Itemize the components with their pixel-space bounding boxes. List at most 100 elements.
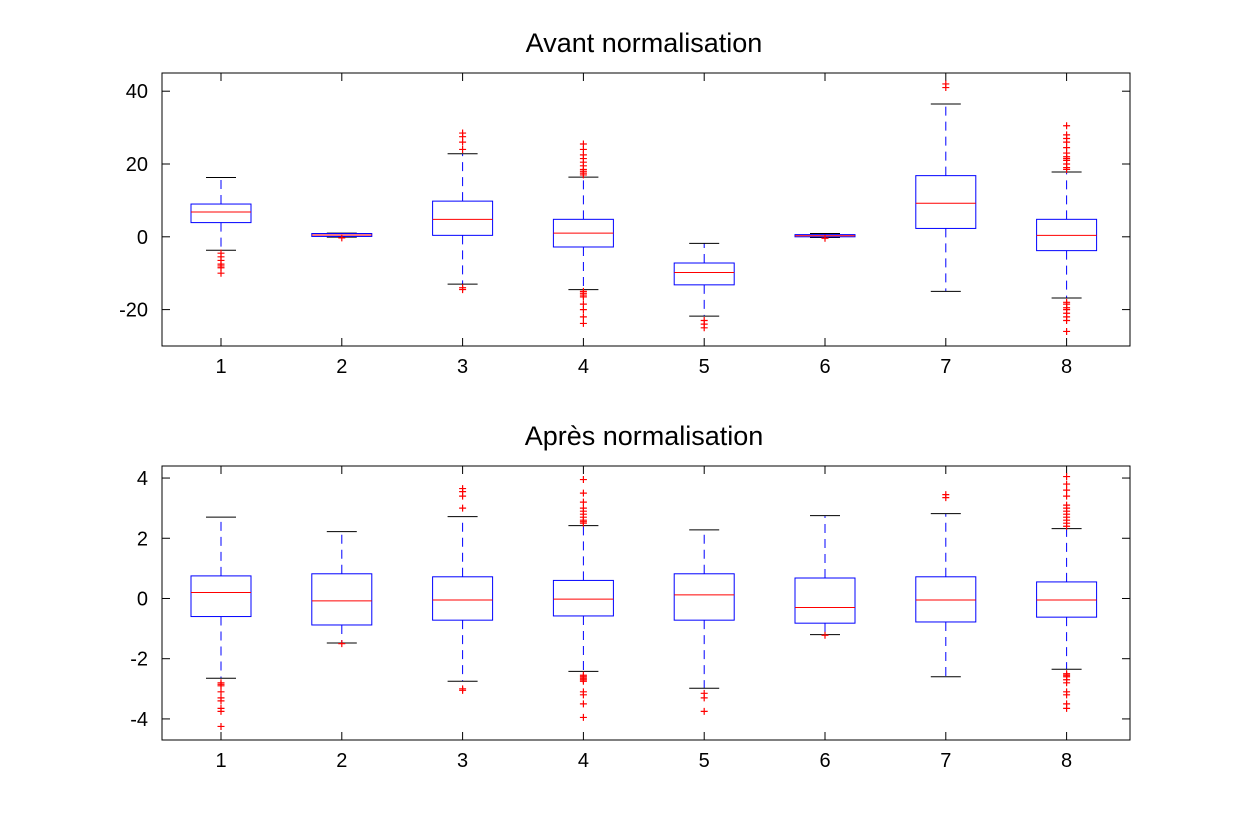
x-tick-label: 5 bbox=[699, 356, 710, 378]
box-7 bbox=[915, 80, 977, 292]
y-tick-label: 2 bbox=[137, 528, 148, 550]
outlier-point bbox=[579, 691, 587, 699]
outlier-point bbox=[579, 498, 587, 506]
panel-apres: Après normalisation -4 -2 0 2 4 1 2 3 4 5 6 7 8 bbox=[130, 421, 1131, 772]
plot-frame bbox=[161, 72, 1131, 347]
box-6 bbox=[794, 233, 856, 242]
box-3 bbox=[432, 129, 494, 294]
x-tick-label: 8 bbox=[1061, 750, 1072, 772]
outlier-point bbox=[1063, 327, 1071, 335]
x-tick-label: 3 bbox=[457, 750, 468, 772]
outlier-point bbox=[821, 234, 829, 242]
y-tick-label: -2 bbox=[130, 649, 148, 671]
outlier-point bbox=[1063, 704, 1071, 712]
box-2 bbox=[311, 531, 373, 648]
panel-avant: Avant normalisation -20 0 20 40 1 2 3 4 5 6 7 8 bbox=[119, 28, 1131, 378]
plot-frame bbox=[161, 465, 1131, 741]
box-4 bbox=[552, 140, 614, 327]
outlier-point bbox=[459, 145, 467, 153]
iqr-box bbox=[552, 579, 614, 617]
outlier-point bbox=[1063, 691, 1071, 699]
box-8 bbox=[1036, 473, 1098, 712]
outlier-point bbox=[1063, 473, 1071, 481]
outlier-point bbox=[579, 489, 587, 497]
outlier-point bbox=[1063, 679, 1071, 687]
y-tick-label: 4 bbox=[137, 468, 148, 490]
x-tick-label: 4 bbox=[578, 356, 589, 378]
box-5 bbox=[673, 529, 735, 715]
outlier-point bbox=[942, 80, 950, 88]
x-tick-label: 6 bbox=[819, 356, 830, 378]
iqr-box bbox=[794, 577, 856, 624]
outlier-point bbox=[579, 713, 587, 721]
outlier-point bbox=[459, 686, 467, 694]
outlier-point bbox=[579, 306, 587, 314]
outlier-point bbox=[579, 319, 587, 327]
outlier-point bbox=[459, 129, 467, 137]
outlier-point bbox=[579, 140, 587, 148]
outlier-point bbox=[1063, 480, 1071, 488]
x-tick-label: 1 bbox=[215, 356, 226, 378]
x-tick-label: 6 bbox=[819, 750, 830, 772]
box-5 bbox=[673, 242, 735, 332]
box-1 bbox=[190, 516, 252, 730]
y-tick-label: -4 bbox=[130, 709, 148, 731]
x-tick-label: 7 bbox=[940, 750, 951, 772]
outlier-point bbox=[579, 313, 587, 321]
x-tick-label: 4 bbox=[578, 750, 589, 772]
chart-title: Après normalisation bbox=[525, 421, 764, 451]
iqr-box bbox=[432, 200, 494, 236]
outlier-point bbox=[217, 688, 225, 696]
box-3 bbox=[432, 485, 494, 694]
x-tick-label: 8 bbox=[1061, 356, 1072, 378]
iqr-box bbox=[673, 573, 735, 621]
outlier-point bbox=[579, 293, 587, 301]
box-2 bbox=[311, 232, 373, 242]
y-tick-label: 0 bbox=[137, 227, 148, 249]
outlier-point bbox=[579, 476, 587, 484]
outlier-point bbox=[459, 504, 467, 512]
box-1 bbox=[190, 176, 252, 277]
iqr-box bbox=[915, 175, 977, 229]
outlier-point bbox=[459, 286, 467, 294]
outlier-point bbox=[217, 697, 225, 705]
outlier-point bbox=[459, 485, 467, 493]
y-tick-label: 0 bbox=[137, 588, 148, 610]
box-8 bbox=[1036, 122, 1098, 335]
outlier-point bbox=[338, 234, 346, 242]
outlier-point bbox=[1063, 486, 1071, 494]
outlier-point bbox=[1063, 501, 1071, 509]
outlier-point bbox=[217, 269, 225, 277]
outlier-point bbox=[1063, 131, 1071, 139]
outlier-point bbox=[217, 682, 225, 690]
iqr-box bbox=[915, 576, 977, 623]
outlier-point bbox=[217, 707, 225, 715]
box-7 bbox=[915, 491, 977, 678]
outlier-point bbox=[821, 631, 829, 639]
outlier-point bbox=[338, 640, 346, 648]
iqr-box bbox=[190, 575, 252, 618]
outlier-point bbox=[1063, 122, 1071, 130]
outlier-point bbox=[217, 722, 225, 730]
box-4 bbox=[552, 476, 614, 721]
y-tick-label: 40 bbox=[126, 81, 148, 103]
chart-title: Avant normalisation bbox=[526, 28, 763, 58]
outlier-point bbox=[1063, 492, 1071, 500]
outlier-point bbox=[1063, 317, 1071, 325]
x-tick-label: 5 bbox=[699, 750, 710, 772]
plot-area: -20 0 20 40 1 2 3 4 5 6 7 8 bbox=[119, 73, 1130, 378]
iqr-box bbox=[673, 262, 735, 286]
x-tick-label: 2 bbox=[336, 356, 347, 378]
iqr-box bbox=[190, 203, 252, 224]
outlier-point bbox=[579, 504, 587, 512]
x-tick-label: 3 bbox=[457, 356, 468, 378]
iqr-box bbox=[432, 576, 494, 621]
outlier-point bbox=[700, 324, 708, 332]
y-tick-label: -20 bbox=[119, 300, 148, 322]
box-6 bbox=[794, 515, 856, 639]
outlier-point bbox=[942, 491, 950, 499]
iqr-box bbox=[311, 573, 373, 626]
outlier-point bbox=[579, 677, 587, 685]
x-tick-label: 1 bbox=[215, 750, 226, 772]
